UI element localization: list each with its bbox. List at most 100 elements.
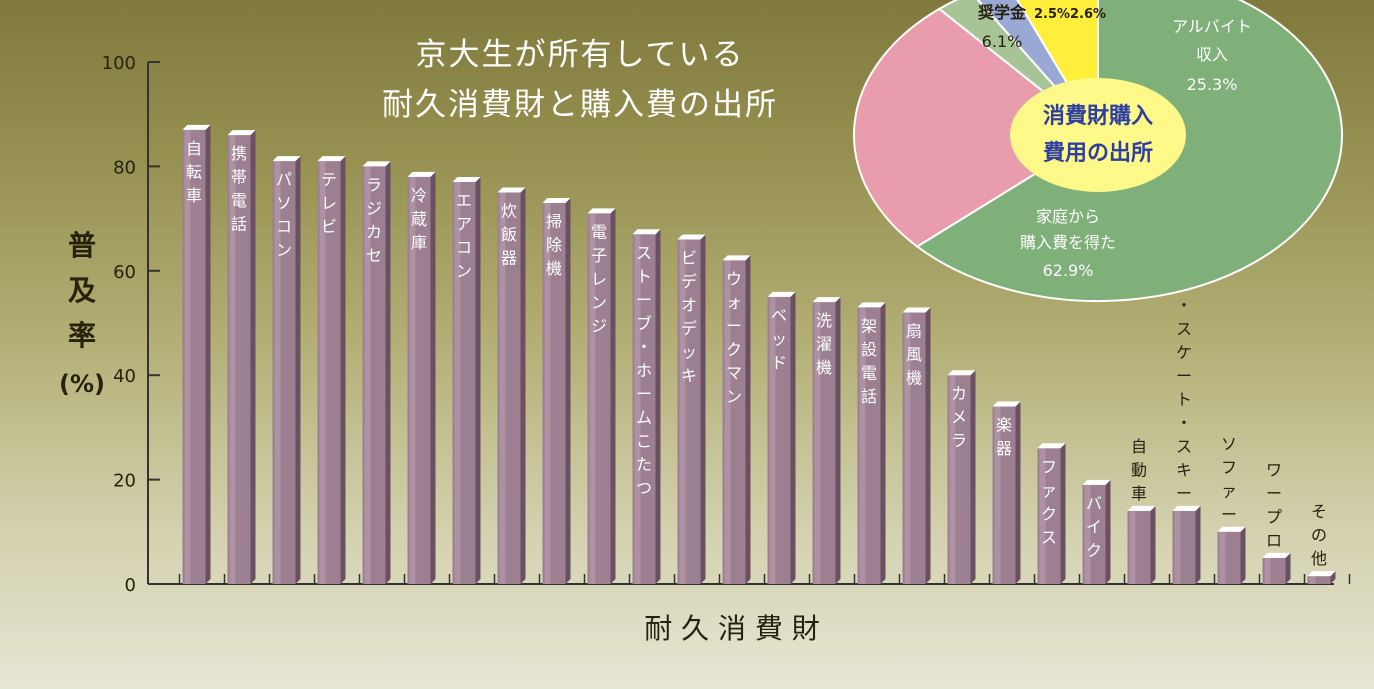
bar: テレビ — [317, 156, 346, 584]
bar-side — [520, 187, 526, 584]
bar: パソコン — [272, 156, 301, 584]
bar-top — [677, 234, 706, 240]
y-axis-title-char-4: (%) — [59, 370, 105, 398]
bar-category-label: バイク — [1086, 494, 1102, 560]
bar-front — [1307, 576, 1331, 584]
pie-slice-label: アルバイト — [1172, 17, 1252, 36]
x-axis-title: 耐 久 消 費 財 — [644, 612, 820, 645]
bar-category-label: ソファー — [1221, 434, 1237, 524]
bar-chart-bars: 自転車 携帯電話 パソコン テレビ ラジカセ 冷蔵庫 エアコン 炊飯器 掃除機 電子レンジ ストーブ… — [182, 124, 1336, 585]
bar-category-label: ビデオデッキ — [681, 248, 697, 385]
bar-top — [812, 297, 841, 303]
bar-highlight — [634, 234, 641, 584]
bar-category-label: テレビ — [321, 170, 337, 236]
bar-highlight — [544, 202, 551, 584]
bar: ファクス — [1037, 443, 1066, 584]
bar-top — [1307, 571, 1336, 577]
bar-side — [700, 234, 706, 585]
bar-top — [767, 291, 796, 297]
bar-top — [272, 156, 301, 162]
bar: ワープロ — [1262, 460, 1291, 584]
bar-category-label: 冷蔵庫 — [411, 186, 427, 252]
bar-side — [610, 208, 616, 584]
bar-category-label: ラジカセ — [366, 175, 382, 265]
bar: 炊飯器 — [497, 187, 526, 584]
bar-chart-axes: 0 20 40 60 80 100 — [102, 53, 1351, 596]
bar-side — [1285, 552, 1291, 584]
bar-top — [722, 255, 751, 261]
bar-side — [295, 156, 301, 584]
y-tick-label: 40 — [113, 366, 136, 387]
bar-category-label: ストーブ・ホームこたつ — [636, 243, 652, 497]
bar-highlight — [814, 302, 821, 584]
bar-top — [317, 156, 346, 162]
bar-category-label: 炊飯器 — [501, 202, 517, 268]
bar-category-label: カメラ — [951, 384, 967, 450]
bar-highlight — [319, 161, 326, 584]
bar-top — [992, 401, 1021, 407]
bar-category-label: ウォークマン — [726, 269, 742, 406]
bar-category-label: 自転車 — [186, 139, 202, 205]
bar-category-label: ワープロ — [1266, 460, 1282, 550]
bar-category-label: 洗濯機 — [816, 311, 832, 377]
bar-highlight — [499, 192, 506, 584]
bar-highlight — [1129, 510, 1136, 584]
bar-side — [475, 177, 481, 584]
bar-highlight — [1174, 510, 1181, 584]
bar-side — [1150, 505, 1156, 584]
bar-top — [227, 130, 256, 136]
bar-highlight — [589, 213, 596, 584]
chart-title-line-2: 耐久消費財と購入費の出所 — [382, 87, 778, 123]
bar: エアコン — [452, 177, 481, 584]
bar: バイク — [1082, 479, 1111, 584]
bar-side — [205, 124, 211, 585]
bar: ソファー — [1217, 434, 1246, 584]
bar-top — [497, 187, 526, 193]
bar-side — [1240, 526, 1246, 584]
bar-top — [1172, 505, 1201, 511]
y-tick-label: 0 — [125, 575, 136, 596]
bar-top — [452, 177, 481, 183]
bar-side — [745, 255, 751, 585]
bar-highlight — [904, 312, 911, 584]
y-tick-label: 20 — [113, 471, 136, 492]
bar: ウォークマン — [722, 255, 751, 585]
bar-highlight — [994, 406, 1001, 584]
bar-top — [632, 229, 661, 235]
bar-highlight — [949, 375, 956, 584]
bar: 自転車 — [182, 124, 211, 585]
bar-highlight — [364, 166, 371, 584]
pie-center-label-bg — [1010, 78, 1186, 192]
pie-slice-value: 6.1% — [982, 32, 1023, 51]
bar: ベッド — [767, 291, 796, 584]
bar-side — [250, 130, 256, 584]
bar-highlight — [679, 239, 686, 585]
bar-highlight — [1264, 557, 1271, 584]
bar: 電子レンジ — [587, 208, 616, 584]
bar-side — [1195, 505, 1201, 584]
bar-highlight — [859, 307, 866, 584]
bar-top — [542, 197, 571, 203]
chart-title-line-1: 京大生が所有している — [415, 37, 744, 73]
bar-side — [970, 370, 976, 584]
bar-side — [565, 197, 571, 584]
bar-category-label: 楽器 — [996, 416, 1012, 459]
y-tick-label: 80 — [113, 157, 136, 178]
bar-side — [655, 229, 661, 584]
bar-top — [857, 302, 886, 308]
chart-text: 京大生が所有している 耐久消費財と購入費の出所 耐 久 消 費 財 普 及 率 … — [59, 37, 820, 645]
bar-category-label: 架設電話 — [861, 316, 877, 406]
y-axis-title-char-3: 率 — [68, 319, 96, 352]
bar-highlight — [184, 129, 191, 585]
pie-slice — [853, 7, 1100, 248]
bar-top — [1082, 479, 1111, 485]
pie-slice — [1016, 0, 1099, 139]
bar-side — [925, 307, 931, 584]
pie-center-label-line-2: 費用の出所 — [1043, 141, 1153, 166]
bar-category-label: エアコン — [456, 191, 472, 281]
bar-category-label: 自動車 — [1131, 437, 1147, 503]
bar-highlight — [1084, 484, 1091, 584]
bar-highlight — [274, 161, 281, 584]
bar-side — [340, 156, 346, 584]
